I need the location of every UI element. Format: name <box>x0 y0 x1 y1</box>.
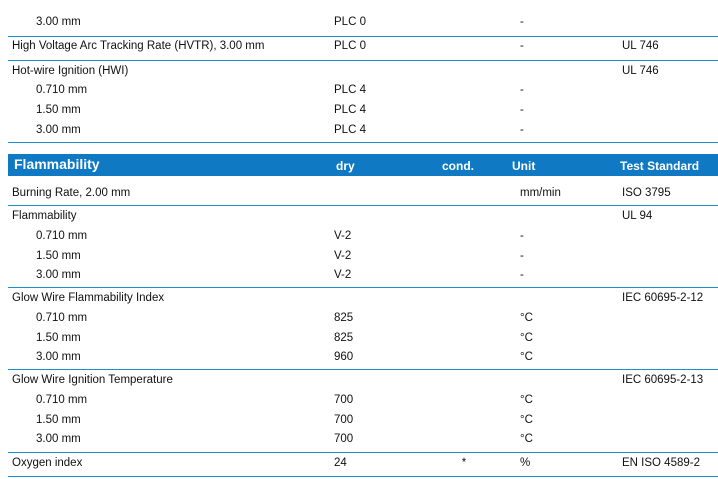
test-standard: ISO 3795 <box>622 187 671 199</box>
table-subrow: 3.00 mm V-2 - <box>8 266 718 285</box>
table-row: Glow Wire Flammability Index IEC 60695-2-… <box>8 289 718 308</box>
unit: °C <box>520 394 533 406</box>
property-name: High Voltage Arc Tracking Rate (HVTR), 3… <box>12 40 265 52</box>
table-row: Flammability UL 94 <box>8 207 718 226</box>
unit: °C <box>520 414 533 426</box>
table-subrow: 3.00 mm PLC 4 - <box>8 121 718 140</box>
test-standard: IEC 60695-2-13 <box>622 374 704 386</box>
property-name: 0.710 mm <box>36 230 88 242</box>
property-name: 3.00 mm <box>36 269 81 281</box>
value-dry: 700 <box>334 394 354 406</box>
table-row: Burning Rate, 2.00 mm mm/min ISO 3795 <box>8 184 718 203</box>
property-name: 0.710 mm <box>36 394 88 406</box>
unit: °C <box>520 351 533 363</box>
property-name: Glow Wire Flammability Index <box>12 292 165 304</box>
section-title: Flammability <box>14 156 100 172</box>
unit: °C <box>520 312 533 324</box>
column-header-test-standard: Test Standard <box>620 159 700 173</box>
table-subrow: 1.50 mm 825 °C <box>8 329 718 348</box>
value-cond: * <box>461 457 467 469</box>
row-divider <box>8 60 718 61</box>
property-name: Glow Wire Ignition Temperature <box>12 374 173 386</box>
row-divider <box>8 452 718 453</box>
property-name: Flammability <box>12 210 77 222</box>
row-divider <box>8 476 718 477</box>
value-dry: 700 <box>334 414 354 426</box>
value-dry: PLC 4 <box>334 84 366 96</box>
table-row: Oxygen index 24 *% EN ISO 4589-2 <box>8 454 718 473</box>
property-name: 0.710 mm <box>36 312 88 324</box>
unit: °C <box>520 433 533 445</box>
row-divider <box>8 36 718 37</box>
table-row: Hot-wire Ignition (HWI) UL 746 <box>8 62 718 81</box>
property-name: 0.710 mm <box>36 84 88 96</box>
unit: % <box>520 457 531 469</box>
unit: - <box>520 124 524 136</box>
row-divider <box>8 287 718 288</box>
value-dry: PLC 4 <box>334 124 366 136</box>
property-name: Hot-wire Ignition (HWI) <box>12 65 129 77</box>
value-dry: PLC 4 <box>334 104 366 116</box>
test-standard: EN ISO 4589-2 <box>622 457 700 469</box>
column-header-unit: Unit <box>512 159 536 173</box>
property-name: 3.00 mm <box>36 16 81 28</box>
property-name: 3.00 mm <box>36 351 81 363</box>
table-subrow: 3.00 mm 700 °C <box>8 430 718 449</box>
unit: mm/min <box>520 187 561 199</box>
property-name: 1.50 mm <box>36 414 81 426</box>
table-subrow: 0.710 mm PLC 4 - <box>8 81 718 100</box>
table-subrow: 0.710 mm V-2 - <box>8 227 718 246</box>
table-subrow: 1.50 mm 700 °C <box>8 411 718 430</box>
value-dry: 825 <box>334 332 354 344</box>
property-name: Burning Rate, 2.00 mm <box>12 187 131 199</box>
section-header-flammability: Flammability dry cond. Unit Test Standar… <box>8 154 718 176</box>
unit: - <box>520 269 524 281</box>
table-row: Glow Wire Ignition Temperature IEC 60695-… <box>8 371 718 390</box>
column-header-cond: cond. <box>442 159 474 173</box>
unit: - <box>520 250 524 262</box>
table-subrow: 3.00 mm 960 °C <box>8 348 718 367</box>
property-name: 3.00 mm <box>36 124 81 136</box>
table-subrow: 0.710 mm 700 °C <box>8 391 718 410</box>
unit: - <box>520 104 524 116</box>
property-name: Oxygen index <box>12 457 83 469</box>
table-subrow: 3.00 mm PLC 0 - <box>8 13 718 32</box>
property-name: 1.50 mm <box>36 332 81 344</box>
unit: - <box>520 16 524 28</box>
value-dry: PLC 0 <box>334 16 366 28</box>
value-dry: V-2 <box>334 230 352 242</box>
property-name: 3.00 mm <box>36 433 81 445</box>
table-row: High Voltage Arc Tracking Rate (HVTR), 3… <box>8 37 718 56</box>
table-subrow: 1.50 mm PLC 4 - <box>8 101 718 120</box>
unit: °C <box>520 332 533 344</box>
test-standard: IEC 60695-2-12 <box>622 292 704 304</box>
row-divider <box>8 142 718 143</box>
value-dry: V-2 <box>334 269 352 281</box>
test-standard: UL 746 <box>622 40 659 52</box>
value-dry: 24 <box>334 457 347 469</box>
value-dry: 700 <box>334 433 354 445</box>
value-dry: V-2 <box>334 250 352 262</box>
row-divider <box>8 205 718 206</box>
unit: - <box>520 230 524 242</box>
value-dry: 960 <box>334 351 354 363</box>
unit: - <box>520 84 524 96</box>
test-standard: UL 94 <box>622 210 653 222</box>
property-name: 1.50 mm <box>36 250 81 262</box>
table-subrow: 0.710 mm 825 °C <box>8 309 718 328</box>
table-subrow: 1.50 mm V-2 - <box>8 247 718 266</box>
property-name: 1.50 mm <box>36 104 81 116</box>
column-header-dry: dry <box>336 159 355 173</box>
row-divider <box>8 369 718 370</box>
value-dry: 825 <box>334 312 354 324</box>
test-standard: UL 746 <box>622 65 659 77</box>
unit: - <box>520 40 524 52</box>
value-dry: PLC 0 <box>334 40 366 52</box>
